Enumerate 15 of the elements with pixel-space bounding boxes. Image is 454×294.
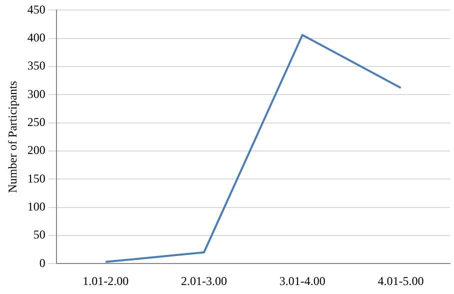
x-tick-label: 4.01-5.00 — [378, 274, 424, 288]
x-tick-label: 1.01-2.00 — [82, 274, 129, 288]
y-tick-label: 150 — [27, 171, 46, 186]
y-tick-label: 100 — [27, 199, 46, 214]
x-tick-label: 2.01-3.00 — [181, 274, 227, 288]
y-tick-label: 250 — [27, 114, 46, 129]
y-tick-label: 350 — [27, 58, 46, 73]
y-axis-title: Number of Participants — [5, 80, 20, 193]
y-tick-label: 50 — [33, 228, 46, 242]
y-tick-label: 300 — [27, 86, 46, 101]
y-tick-label: 200 — [27, 143, 46, 158]
y-tick-label: 0 — [39, 256, 46, 270]
y-tick-label: 450 — [27, 2, 46, 16]
x-tick-label: 3.01-4.00 — [279, 274, 326, 288]
y-tick-label: 400 — [27, 30, 46, 45]
